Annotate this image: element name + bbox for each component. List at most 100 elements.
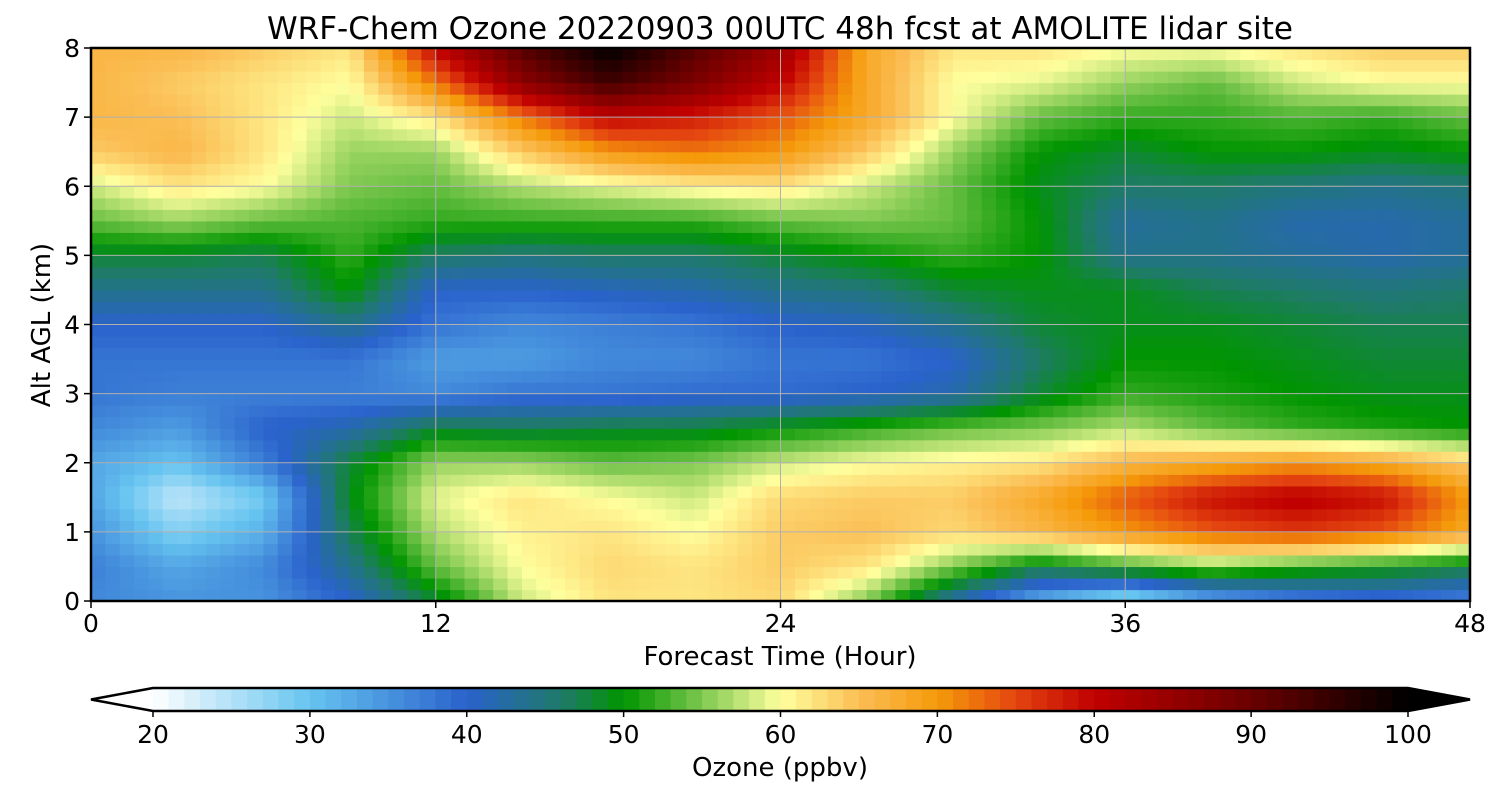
field-cell xyxy=(105,59,121,72)
field-cell xyxy=(435,197,451,210)
field-cell xyxy=(249,82,264,95)
field-cell xyxy=(1082,451,1098,464)
field-cell xyxy=(1398,82,1414,95)
field-cell xyxy=(1125,451,1141,464)
field-cell xyxy=(837,531,853,544)
field-cell xyxy=(924,71,940,84)
field-cell xyxy=(1383,416,1399,429)
field-cell xyxy=(105,301,121,314)
field-cell xyxy=(881,324,897,337)
field-cell xyxy=(809,474,825,487)
field-cell xyxy=(967,82,983,95)
field-cell xyxy=(277,336,293,349)
field-cell xyxy=(363,566,379,579)
field-cell xyxy=(277,209,293,222)
field-cell xyxy=(1139,163,1155,176)
colorbar-tick-label: 50 xyxy=(608,720,640,749)
field-cell xyxy=(1225,336,1241,349)
field-cell xyxy=(249,566,264,579)
field-cell xyxy=(694,174,710,187)
field-cell xyxy=(1139,347,1155,360)
field-cell xyxy=(392,312,408,326)
field-cell xyxy=(766,209,782,222)
field-cell xyxy=(1110,382,1126,395)
field-cell xyxy=(565,59,580,72)
field-cell xyxy=(507,82,523,95)
field-cell xyxy=(407,508,422,521)
field-cell xyxy=(320,289,336,303)
field-cell xyxy=(837,301,853,314)
field-cell xyxy=(205,82,221,95)
field-cell xyxy=(536,474,552,487)
field-cell xyxy=(148,301,164,314)
field-cell xyxy=(1326,451,1342,464)
field-cell xyxy=(493,566,509,579)
field-cell xyxy=(177,128,193,141)
field-cell xyxy=(967,336,983,349)
field-cell xyxy=(1383,589,1399,602)
field-cell xyxy=(1082,324,1098,337)
field-cell xyxy=(1254,243,1270,256)
field-cell xyxy=(981,301,997,314)
field-cell xyxy=(1197,324,1213,337)
field-cell xyxy=(1053,451,1069,464)
field-cell xyxy=(119,220,135,233)
field-cell xyxy=(1010,566,1026,579)
field-cell xyxy=(493,59,509,72)
field-cell xyxy=(866,428,882,441)
field-cell xyxy=(1024,140,1040,153)
field-cell xyxy=(565,531,580,544)
field-cell xyxy=(105,531,121,544)
field-cell xyxy=(134,209,150,222)
field-cell xyxy=(1096,531,1112,544)
field-cell xyxy=(1053,117,1069,130)
field-cell xyxy=(1311,105,1327,118)
field-cell xyxy=(306,508,322,521)
field-cell xyxy=(1455,577,1471,591)
field-cell xyxy=(579,312,595,326)
field-cell xyxy=(521,428,537,441)
field-cell xyxy=(622,220,638,233)
field-cell xyxy=(320,232,336,245)
field-cell xyxy=(780,151,796,164)
field-cell xyxy=(665,220,681,233)
field-cell xyxy=(636,266,652,280)
field-cell xyxy=(852,186,868,199)
field-cell xyxy=(521,94,537,107)
field-cell xyxy=(292,140,308,153)
field-cell xyxy=(1240,174,1256,187)
field-cell xyxy=(895,71,911,84)
field-cell xyxy=(1254,405,1270,418)
field-cell xyxy=(1383,232,1399,245)
field-cell xyxy=(1240,531,1256,544)
field-cell xyxy=(119,243,135,256)
field-cell xyxy=(148,128,164,141)
field-cell xyxy=(1283,589,1299,602)
field-cell xyxy=(1441,94,1457,107)
field-cell xyxy=(1067,543,1083,556)
field-cell xyxy=(1412,186,1428,199)
field-cell xyxy=(1441,347,1457,360)
field-cell xyxy=(1139,405,1155,418)
field-cell xyxy=(1125,312,1141,326)
field-cell xyxy=(521,59,537,72)
field-cell xyxy=(1311,566,1327,579)
field-cell xyxy=(608,382,624,395)
field-cell xyxy=(751,278,767,291)
colorbar-swatch xyxy=(1204,688,1221,711)
field-cell xyxy=(392,428,408,441)
field-cell xyxy=(1283,82,1299,95)
field-cell xyxy=(1067,289,1083,303)
field-cell xyxy=(277,71,293,84)
field-cell xyxy=(263,485,279,498)
field-cell xyxy=(837,209,853,222)
field-cell xyxy=(162,255,178,268)
field-cell xyxy=(1254,520,1270,533)
field-cell xyxy=(579,359,595,372)
field-cell xyxy=(1355,382,1371,395)
field-cell xyxy=(263,105,279,118)
field-cell xyxy=(378,520,394,533)
field-cell xyxy=(938,232,954,245)
field-cell xyxy=(952,485,968,498)
field-cell xyxy=(924,462,940,475)
